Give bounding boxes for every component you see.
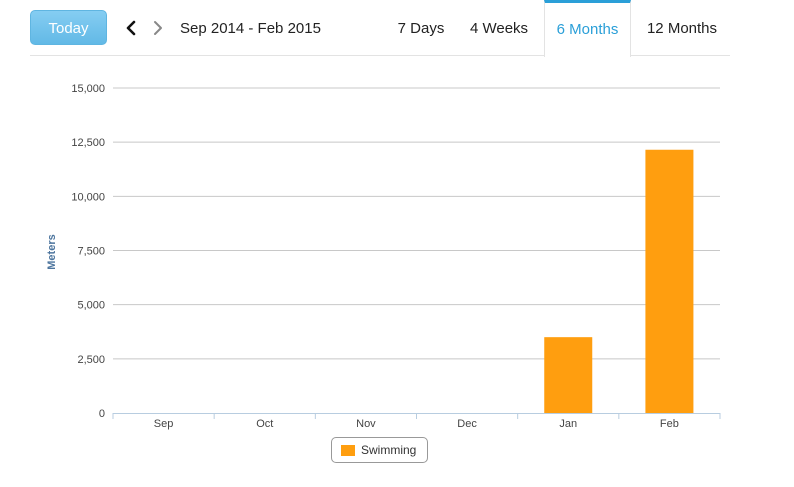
date-range-label: Sep 2014 - Feb 2015 (180, 20, 321, 37)
bars (544, 149, 694, 413)
y-axis-label: Meters (46, 234, 58, 269)
tab-6-months[interactable]: 6 Months (544, 0, 631, 57)
tab-12-months[interactable]: 12 Months (646, 20, 718, 37)
x-axis: Sep Oct Nov Dec Jan Feb (112, 413, 721, 430)
today-button[interactable]: Today (30, 10, 107, 45)
x-tick-label: Nov (356, 418, 376, 430)
tab-4-weeks[interactable]: 4 Weeks (469, 20, 529, 37)
y-tick-label: 12,500 (71, 137, 105, 149)
chevron-right-icon[interactable] (151, 19, 165, 37)
x-tick-label: Oct (256, 418, 273, 430)
y-axis-ticks: 0 2,500 5,000 7,500 10,000 12,500 15,000 (71, 83, 105, 420)
y-tick-label: 7,500 (77, 246, 105, 258)
y-tick-label: 10,000 (71, 191, 105, 203)
legend-label-swimming: Swimming (361, 443, 417, 457)
bar-feb[interactable] (645, 149, 694, 413)
toolbar-divider (30, 55, 730, 56)
grid-lines (113, 87, 720, 360)
x-tick-label: Dec (457, 418, 477, 430)
tab-7-days[interactable]: 7 Days (397, 20, 445, 37)
x-tick-label: Sep (154, 418, 174, 430)
y-tick-label: 15,000 (71, 83, 105, 95)
bar-chart: 0 2,500 5,000 7,500 10,000 12,500 15,000 Sep Oc… (46, 83, 721, 430)
chevron-left-icon[interactable] (124, 19, 138, 37)
y-tick-label: 0 (99, 408, 105, 420)
x-tick-label: Feb (660, 418, 679, 430)
toolbar: Today Sep 2014 - Feb 2015 7 Days 4 Weeks… (0, 0, 794, 57)
bar-jan[interactable] (544, 337, 593, 413)
legend-swatch-swimming (341, 445, 355, 456)
legend[interactable]: Swimming (331, 437, 428, 463)
x-tick-label: Jan (559, 418, 577, 430)
y-tick-label: 5,000 (77, 300, 105, 312)
y-tick-label: 2,500 (77, 354, 105, 366)
